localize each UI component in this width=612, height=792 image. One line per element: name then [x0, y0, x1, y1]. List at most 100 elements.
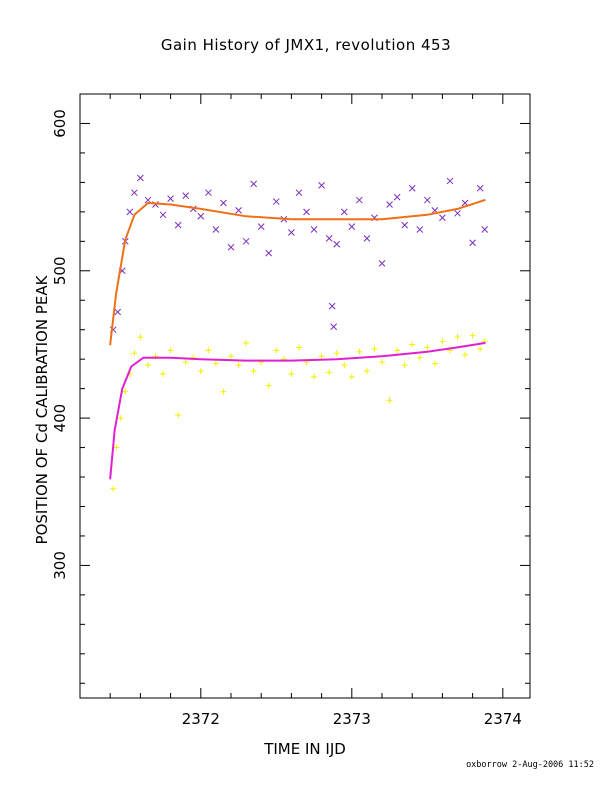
x-marker-point — [174, 221, 182, 229]
x-marker-point — [476, 184, 484, 192]
x-axis-label: TIME IN IJD — [264, 740, 346, 758]
x-marker-point — [144, 196, 152, 204]
x-marker-point — [182, 192, 190, 200]
x-marker-point — [235, 207, 242, 214]
plus-marker-point — [341, 362, 348, 369]
x-marker-point — [378, 260, 386, 267]
plus-marker-point — [205, 347, 212, 354]
axis-ticks — [79, 93, 530, 698]
x-marker-point — [242, 237, 250, 245]
x-marker-point — [167, 195, 174, 202]
plus-marker-point — [122, 388, 129, 395]
x-marker-point — [212, 226, 220, 233]
x-marker-point — [303, 208, 310, 216]
plus-marker-point — [131, 350, 138, 357]
x-marker-point — [348, 223, 356, 230]
x-marker-point — [439, 214, 446, 222]
plus-marker-point — [424, 344, 431, 351]
y-tick-label: 400 — [51, 404, 69, 433]
x-marker-point — [250, 180, 258, 188]
plus-marker-point — [462, 351, 469, 358]
x-marker-point — [328, 302, 336, 310]
x-tick-label: 2373 — [333, 710, 371, 728]
plus-marker-point — [273, 347, 280, 354]
x-marker-point — [318, 181, 325, 189]
plus-marker-point — [454, 334, 461, 341]
x-marker-point — [386, 201, 393, 208]
plus-marker-point — [371, 345, 378, 352]
x-marker-point — [481, 226, 489, 233]
plus-marker-point — [197, 367, 204, 374]
plus-marker-point — [137, 334, 144, 341]
x-marker-point — [340, 208, 348, 216]
plot-frame — [79, 93, 531, 699]
x-marker-point — [288, 229, 295, 236]
x-tick-label: 2372 — [182, 710, 220, 728]
plus-marker-point — [167, 347, 174, 354]
plus-marker-point — [416, 354, 423, 361]
chart-title: Gain History of JMX1, revolution 453 — [160, 36, 452, 54]
x-marker-point — [197, 212, 205, 220]
plus-marker-point — [160, 370, 167, 377]
plus-marker-point — [386, 397, 393, 404]
plus-marker-point — [228, 353, 235, 360]
plus-marker-point — [295, 344, 302, 351]
x-marker-point — [126, 208, 134, 216]
x-marker-point — [356, 196, 363, 204]
y-axis-label-text: POSITION OF Cd CALIBRATION PEAK — [33, 275, 51, 545]
x-marker-point — [416, 226, 424, 233]
x-marker-point — [114, 308, 122, 316]
x-marker-point — [227, 243, 235, 251]
x-marker-point — [408, 184, 416, 192]
plus-marker-point — [250, 367, 257, 374]
fit-curves — [109, 199, 486, 480]
plus-marker-point — [333, 350, 340, 357]
plus-marker-point — [182, 359, 189, 366]
plus-marker-point — [265, 382, 272, 389]
plus-marker-point — [212, 360, 219, 367]
plus-marker-point — [356, 348, 363, 355]
plus-marker-point — [175, 412, 182, 419]
plus-marker-point — [318, 353, 325, 360]
x-marker-point — [159, 211, 167, 219]
x-marker-point — [272, 198, 280, 205]
y-tick-label: 600 — [51, 109, 69, 138]
x-marker-point — [137, 174, 144, 182]
plus-marker-point — [379, 359, 386, 366]
x-tick-label: 2374 — [484, 710, 522, 728]
x-marker-point — [469, 239, 476, 247]
x-marker-point — [423, 196, 431, 204]
x-marker-point — [330, 323, 338, 331]
x-marker-point — [325, 235, 333, 242]
plus-marker-point — [243, 339, 250, 346]
x-marker-point — [295, 189, 303, 197]
footer-stamp: oxborrow 2-Aug-2006 11:52 — [466, 760, 594, 770]
x-marker-point — [220, 199, 227, 207]
x-marker-point — [265, 249, 273, 257]
upper-fit-curve — [109, 199, 486, 346]
plus-marker-point — [348, 373, 355, 380]
plus-marker-point — [113, 444, 120, 451]
y-tick-label: 300 — [51, 551, 69, 580]
plus-marker-point — [311, 373, 318, 380]
plus-marker-point — [288, 370, 295, 377]
x-marker-point — [333, 240, 341, 248]
plus-marker-point — [144, 362, 151, 369]
plus-marker-point — [110, 485, 117, 492]
lower-fit-curve — [109, 342, 486, 480]
plus-marker-point — [477, 345, 484, 352]
x-marker-point — [310, 226, 318, 233]
plus-marker-point — [401, 362, 408, 369]
x-marker-point — [131, 189, 138, 197]
x-marker-point — [363, 235, 371, 242]
plus-marker-point — [326, 369, 333, 376]
y-tick-label: 500 — [51, 256, 69, 285]
plus-marker-point — [439, 338, 446, 345]
x-marker-point — [446, 177, 454, 185]
x-marker-point — [454, 209, 461, 217]
plus-marker-point — [235, 362, 242, 369]
plus-marker-point — [394, 347, 401, 354]
x-marker-point — [401, 221, 409, 229]
x-marker-point — [205, 189, 212, 197]
